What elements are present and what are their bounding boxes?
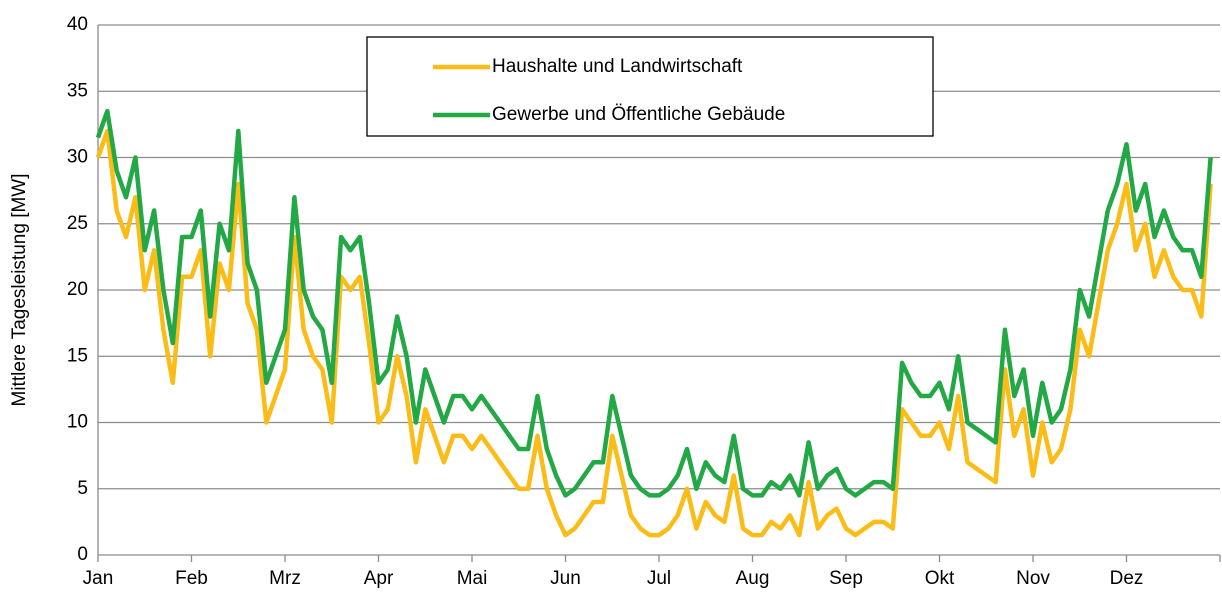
x-tick-label: Apr: [364, 568, 394, 589]
x-tick-label: Dez: [1110, 568, 1144, 589]
x-tick-label: Feb: [175, 568, 208, 589]
y-tick-label: 35: [67, 80, 88, 101]
legend-label: Haushalte und Landwirtschaft: [492, 56, 743, 77]
x-tick-label: Nov: [1016, 568, 1050, 589]
y-tick-label: 20: [67, 279, 88, 300]
x-tick-label: Jan: [83, 568, 114, 589]
y-tick-label: 30: [67, 147, 88, 168]
x-tick-label: Jun: [550, 568, 581, 589]
y-tick-label: 10: [67, 412, 88, 433]
x-tick-label: Jul: [647, 568, 671, 589]
legend-label: Gewerbe und Öffentliche Gebäude: [492, 104, 785, 125]
x-tick-label: Mrz: [269, 568, 301, 589]
y-tick-label: 5: [77, 478, 88, 499]
x-tick-label: Okt: [925, 568, 955, 589]
x-tick-label: Mai: [457, 568, 488, 589]
legend-box: [366, 36, 934, 137]
y-tick-label: 25: [67, 213, 88, 234]
x-tick-label: Sep: [829, 568, 863, 589]
series-line: [95, 128, 1213, 538]
x-tick-label: Aug: [736, 568, 770, 589]
y-axis-label: Mittlere Tagesleistung [MW]: [9, 173, 30, 406]
y-tick-label: 40: [67, 14, 88, 35]
y-tick-label: 15: [67, 345, 88, 366]
y-tick-label: 0: [77, 544, 88, 565]
series-line: [95, 108, 1213, 498]
